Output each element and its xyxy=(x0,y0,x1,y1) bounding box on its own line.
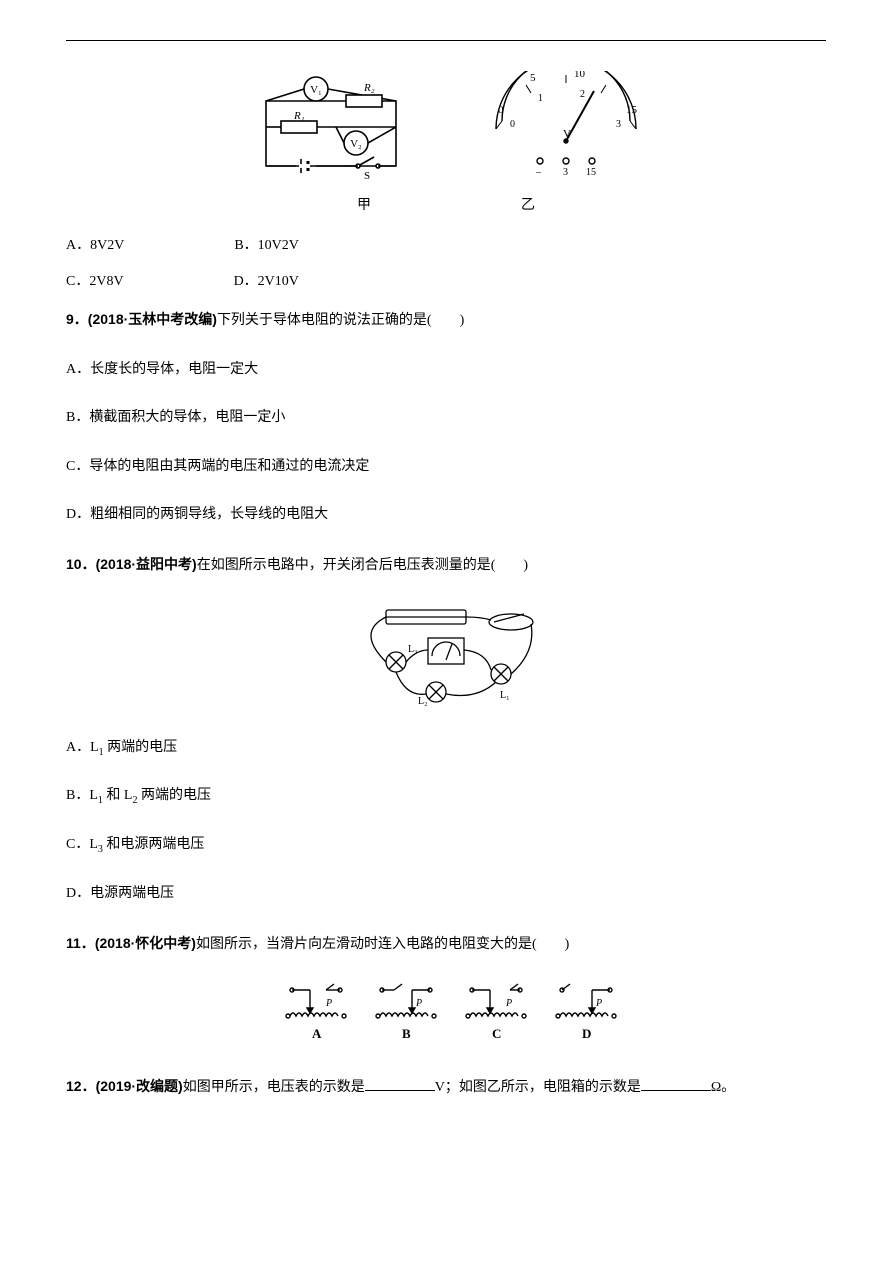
q9-option-c: C．导体的电阻由其两端的电压和通过的电流决定 xyxy=(66,454,826,481)
p-label-a: P xyxy=(325,998,332,1009)
p-label-b: P xyxy=(415,998,422,1009)
q8-option-c: C．2V8V xyxy=(66,270,124,290)
q11-stem: 11．(2018·怀化中考)如图所示，当滑片向左滑动时连入电路的电阻变大的是( … xyxy=(66,930,826,959)
q8-caption-jia: 甲 xyxy=(357,194,371,214)
q9-option-d: D．粗细相同的两铜导线，长导线的电阻大 xyxy=(66,502,826,529)
q11-source: (2018·怀化中考) xyxy=(95,935,196,951)
l2-label: L₂ xyxy=(418,696,428,707)
q10-option-a: A．L1 两端的电压 xyxy=(66,735,826,762)
scale-2: 2 xyxy=(580,89,585,100)
q10-number: 10． xyxy=(66,556,96,572)
v2-label: V₂ xyxy=(350,138,362,150)
r2-label: R₂ xyxy=(363,82,375,94)
q8-option-b: B．10V2V xyxy=(234,234,299,254)
q11-label-b: B xyxy=(402,1026,411,1041)
q11-label-d: D xyxy=(582,1026,591,1041)
q8-figures: V₁ R₂ R₁ V₂ S xyxy=(66,71,826,186)
q12-stem: 12．(2019·改编题)如图甲所示，电压表的示数是 V；如图乙所示，电阻箱的示数… xyxy=(66,1073,826,1102)
q8-option-d: D．2V10V xyxy=(234,270,299,290)
p-label-d: P xyxy=(595,998,602,1009)
q11-number: 11． xyxy=(66,935,95,951)
q12-text1: 如图甲所示，电压表的示数是 xyxy=(183,1080,365,1095)
q8-voltmeter-diagram: 0 5 10 15 0 1 2 3 V – 3 15 xyxy=(476,71,646,186)
scale-15: 15 xyxy=(626,104,638,116)
q9-stem: 9．(2018·玉林中考改编)下列关于导体电阻的说法正确的是( ) xyxy=(66,306,826,335)
q12-source: (2019·改编题) xyxy=(96,1078,183,1094)
q10-figure: L₃ L₂ L₁ xyxy=(66,602,826,717)
q8-option-a: A．8V2V xyxy=(66,234,124,254)
q11-text: 如图所示，当滑片向左滑动时连入电路的电阻变大的是( ) xyxy=(196,937,569,952)
q10-source: (2018·益阳中考) xyxy=(96,556,197,572)
scale-0a: 0 xyxy=(498,104,504,116)
s-label: S xyxy=(364,170,370,181)
scale-1: 1 xyxy=(538,93,543,104)
q9-option-a: A．长度长的导体，电阻一定大 xyxy=(66,357,826,384)
q12-text3: Ω。 xyxy=(711,1080,735,1095)
q12-text2: V；如图乙所示，电阻箱的示数是 xyxy=(435,1080,641,1095)
q10-option-b: B．L1 和 L2 两端的电压 xyxy=(66,783,826,810)
q8-circuit-diagram: V₁ R₂ R₁ V₂ S xyxy=(246,71,416,186)
q12-blank1 xyxy=(365,1076,435,1091)
term-15: 15 xyxy=(586,167,596,178)
p-label-c: P xyxy=(505,998,512,1009)
q9-number: 9． xyxy=(66,311,88,327)
r1-label: R₁ xyxy=(293,110,305,122)
q9-option-b: B．横截面积大的导体，电阻一定小 xyxy=(66,405,826,432)
q10-text: 在如图所示电路中，开关闭合后电压表测量的是( ) xyxy=(197,558,528,573)
q12-blank2 xyxy=(641,1076,711,1091)
q10-option-d: D．电源两端电压 xyxy=(66,881,826,908)
v1-label: V₁ xyxy=(310,84,322,96)
q11-label-a: A xyxy=(312,1026,322,1041)
page-top-rule xyxy=(66,40,826,41)
q10-option-c: C．L3 和电源两端电压 xyxy=(66,832,826,859)
term-3: 3 xyxy=(563,167,568,178)
q9-text: 下列关于导体电阻的说法正确的是( ) xyxy=(217,313,464,328)
q8-caption-yi: 乙 xyxy=(521,194,535,214)
scale-3: 3 xyxy=(616,119,621,130)
scale-10: 10 xyxy=(574,71,586,80)
q12-number: 12． xyxy=(66,1078,96,1094)
q11-label-c: C xyxy=(492,1026,501,1041)
q11-figure: P P P P A B C D xyxy=(66,980,826,1055)
term-minus: – xyxy=(535,167,542,178)
l1-label: L₁ xyxy=(500,690,510,701)
scale-0b: 0 xyxy=(510,119,515,130)
unit-v: V xyxy=(563,128,571,140)
q10-stem: 10．(2018·益阳中考)在如图所示电路中，开关闭合后电压表测量的是( ) xyxy=(66,551,826,580)
q9-source: (2018·玉林中考改编) xyxy=(88,311,217,327)
l3-label: L₃ xyxy=(408,644,418,655)
scale-5: 5 xyxy=(530,72,536,84)
